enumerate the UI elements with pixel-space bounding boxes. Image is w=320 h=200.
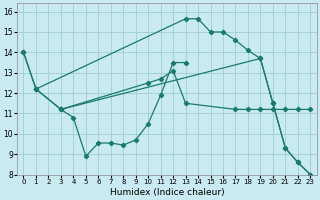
X-axis label: Humidex (Indice chaleur): Humidex (Indice chaleur)	[109, 188, 224, 197]
